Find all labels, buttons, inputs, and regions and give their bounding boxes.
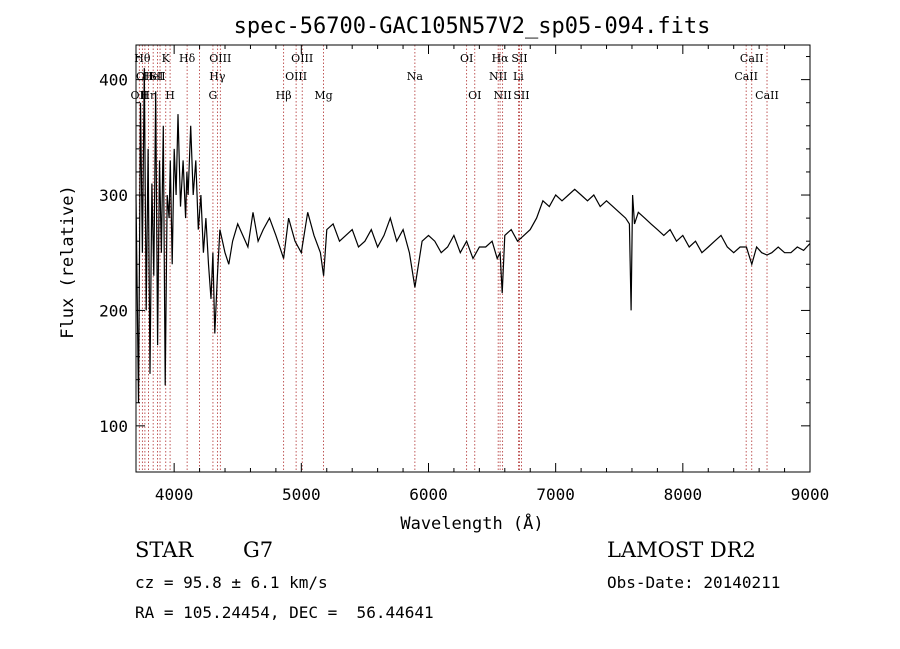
spectrum-series-line xyxy=(135,68,811,403)
spectral-line-markers xyxy=(138,45,768,472)
x-tick-label: 8000 xyxy=(664,485,703,504)
redshift-velocity: cz = 95.8 ± 6.1 km/s xyxy=(135,573,328,592)
spectral-line-label: Hβ xyxy=(276,89,292,102)
survey-name: LAMOST DR2 xyxy=(607,538,756,562)
spectral-line-label: Li xyxy=(513,70,524,83)
spectral-line-label: SII xyxy=(513,89,529,102)
spectral-line-label: H xyxy=(165,89,175,102)
spectral-line-label: Hη xyxy=(140,89,156,102)
spectral-line-label: CaII xyxy=(740,52,764,65)
spectral-line-label: NII xyxy=(493,89,511,102)
spectral-line-label: SII xyxy=(149,70,165,83)
spectral-line-label: G xyxy=(209,89,218,102)
spectral-line-label: CaII xyxy=(734,70,758,83)
spectral-line-label: OIII xyxy=(291,52,313,65)
spectral-line-label: HeI xyxy=(143,70,163,83)
spectral-line-label: NII xyxy=(489,70,507,83)
x-tick-label: 7000 xyxy=(536,485,575,504)
spectral-line-label: CaII xyxy=(755,89,779,102)
object-class: STAR xyxy=(135,538,194,562)
x-axis-ticks: 4000 5000 6000 7000 8000 9000 xyxy=(155,45,829,504)
y-tick-label: 400 xyxy=(99,71,128,90)
ra-dec-coordinates: RA = 105.24454, DEC = 56.44641 xyxy=(135,603,434,622)
spectrum-chart: spec-56700-GAC105N57V2_sp05-094.fits OII… xyxy=(58,14,829,534)
x-tick-label: 4000 xyxy=(155,485,194,504)
chart-title: spec-56700-GAC105N57V2_sp05-094.fits xyxy=(234,14,711,39)
y-tick-label: 200 xyxy=(99,301,128,320)
x-tick-label: 9000 xyxy=(791,485,830,504)
spectral-line-label: Hδ xyxy=(179,52,196,65)
x-axis-label: Wavelength (Å) xyxy=(400,512,543,534)
spectral-line-label: OI xyxy=(468,89,481,102)
spectral-line-label: SII xyxy=(511,52,527,65)
y-axis-ticks: 100 200 300 400 xyxy=(99,56,810,436)
y-axis-label: Flux (relative) xyxy=(58,185,78,339)
y-tick-label: 300 xyxy=(99,186,128,205)
spectral-line-label: K xyxy=(162,52,171,65)
x-tick-label: 6000 xyxy=(409,485,448,504)
y-tick-label: 100 xyxy=(99,417,128,436)
spectral-line-label: Hθ xyxy=(134,52,151,65)
spectral-line-label: Na xyxy=(407,70,424,83)
spectral-line-label: OIII xyxy=(285,70,307,83)
spectral-line-labels: OIIHθOIIHηHeISIIKHHδGHγOIIIHβOIIIOIIIMgN… xyxy=(130,52,778,102)
spectral-line-label: Hγ xyxy=(209,70,226,83)
object-subclass: G7 xyxy=(243,538,274,562)
x-tick-label: 5000 xyxy=(282,485,321,504)
spectral-line-label: OIII xyxy=(209,52,231,65)
observation-date: Obs-Date: 20140211 xyxy=(607,573,781,592)
plot-frame xyxy=(135,44,811,473)
spectral-line-label: Hα xyxy=(492,52,510,65)
spectral-line-label: OI xyxy=(460,52,473,65)
spectral-line-label: Mg xyxy=(314,89,332,102)
